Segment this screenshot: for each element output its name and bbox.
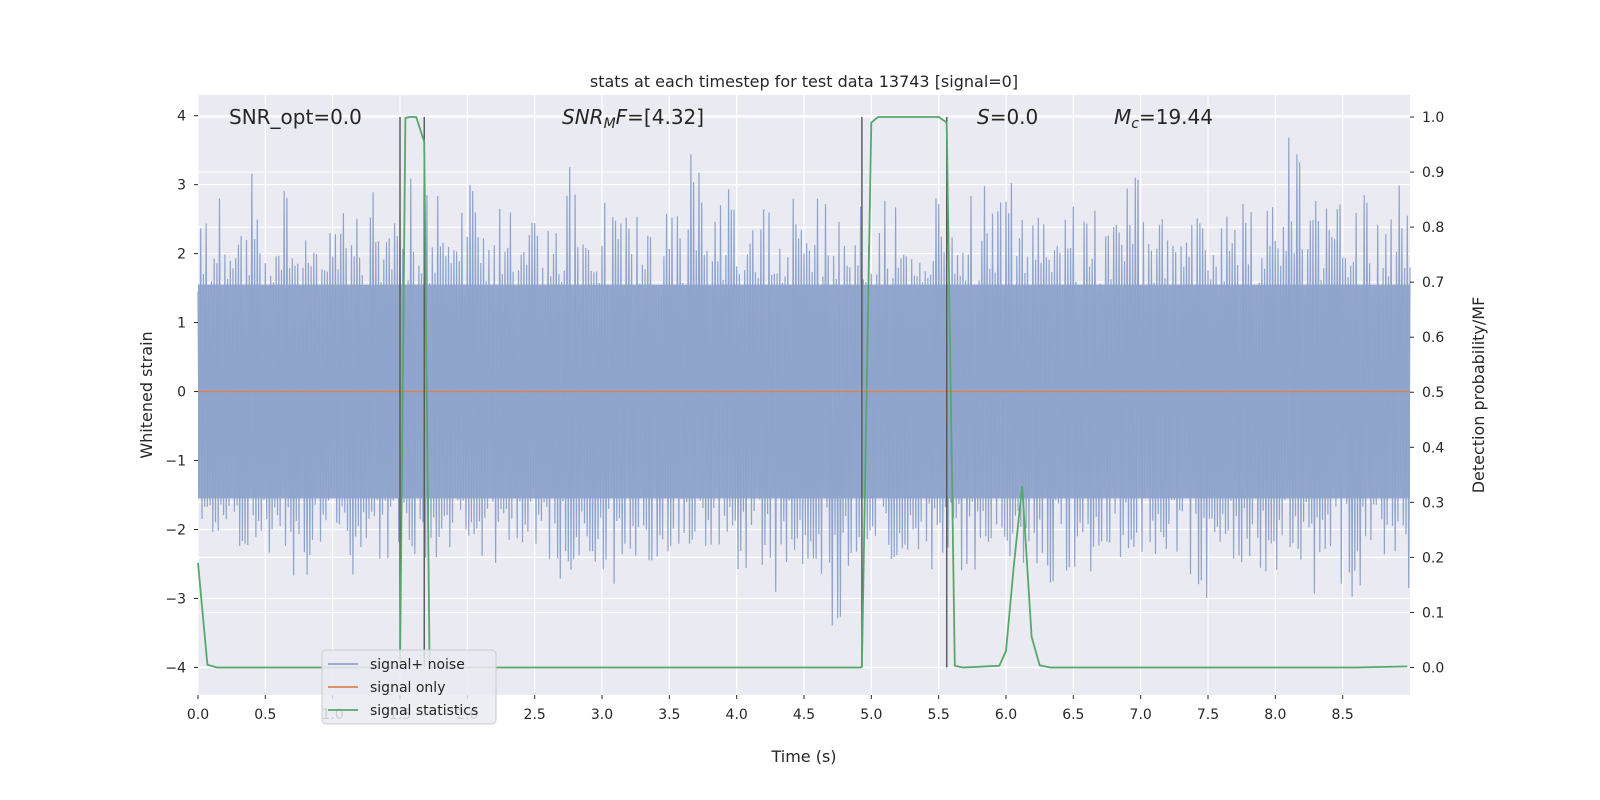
x-tick-label: 5.0 — [860, 707, 882, 723]
y2-tick-label: 0.8 — [1422, 220, 1444, 236]
y-axis-label: Whitened strain — [137, 331, 156, 458]
x-tick-label: 0.5 — [254, 707, 276, 723]
y2-tick-label: 0.1 — [1422, 605, 1444, 621]
x-tick-label: 6.0 — [995, 707, 1017, 723]
y2-tick-label: 0.9 — [1422, 165, 1444, 181]
x-tick-label: 8.5 — [1332, 707, 1354, 723]
y2-tick-label: 0.2 — [1422, 550, 1444, 566]
y2-tick-label: 0.6 — [1422, 330, 1444, 346]
y2-tick-label: 0.5 — [1422, 385, 1444, 401]
annotation-mc-sub: c — [1131, 116, 1139, 132]
annotation-mc-main: M — [1114, 105, 1131, 129]
y2-tick-label: 0.0 — [1422, 660, 1444, 676]
annotation-snr-mf-rest: F=[4.32] — [616, 105, 704, 129]
annotation-mc-rest: =19.44 — [1139, 105, 1213, 129]
y2-axis-label: Detection probability/MF — [1469, 297, 1488, 494]
y-tick-label: 2 — [177, 247, 186, 263]
x-tick-label: 3.5 — [658, 707, 680, 723]
y-tick-label: −1 — [165, 454, 186, 470]
series-signal-statistics — [197, 116, 1408, 669]
legend-label-signal-only: signal only — [370, 680, 445, 696]
y-tick-label: 1 — [177, 316, 186, 332]
y-tick-label: 4 — [177, 109, 186, 125]
y-tick-label: −3 — [165, 591, 186, 607]
annotation-snr-opt: SNR_opt=0.0 — [229, 105, 362, 129]
x-tick-label: 0.0 — [187, 707, 209, 723]
x-tick-label: 6.5 — [1062, 707, 1084, 723]
x-tick-label: 8.0 — [1264, 707, 1286, 723]
x-tick-label: 3.0 — [591, 707, 613, 723]
x-tick-label: 7.5 — [1197, 707, 1219, 723]
y-tick-label: 0 — [177, 385, 186, 401]
legend-label-signal-noise: signal+ noise — [370, 657, 465, 673]
annotation-mc: Mc=19.44 — [1114, 105, 1213, 132]
legend-box — [321, 649, 497, 725]
x-tick-label: 4.0 — [726, 707, 748, 723]
x-tick-label: 7.0 — [1130, 707, 1152, 723]
y2-tick-label: 0.4 — [1422, 440, 1444, 456]
y2-tick-label: 1.0 — [1422, 110, 1444, 126]
annotation-snr-mf-f: F — [616, 105, 628, 129]
x-tick-label: 2.5 — [524, 707, 546, 723]
annotation-s-rest: =0.0 — [990, 105, 1039, 129]
annotation-snr-mf-main: SNR — [562, 105, 604, 129]
legend: signal+ noise signal only signal statist… — [321, 649, 497, 725]
y-tick-label: 3 — [177, 178, 186, 194]
annotation-snr-mf-sub: M — [604, 116, 616, 132]
annotation-snr-mf-value: =[4.32] — [627, 105, 704, 129]
x-axis-label: Time (s) — [770, 747, 836, 766]
y2-tick-label: 0.3 — [1422, 495, 1444, 511]
statistics-line — [197, 116, 1408, 669]
x-tick-label: 4.5 — [793, 707, 815, 723]
annotation-s-main: S — [977, 105, 990, 129]
legend-label-signal-statistics: signal statistics — [370, 703, 478, 719]
y2-tick-label: 0.7 — [1422, 275, 1444, 291]
annotation-s: S=0.0 — [977, 105, 1038, 129]
y-tick-label: −4 — [165, 660, 186, 676]
y-tick-label: −2 — [165, 522, 186, 538]
chart-title: stats at each timestep for test data 137… — [590, 72, 1018, 91]
annotation-snr-mf: SNRMF=[4.32] — [562, 105, 704, 132]
x-tick-label: 5.5 — [928, 707, 950, 723]
